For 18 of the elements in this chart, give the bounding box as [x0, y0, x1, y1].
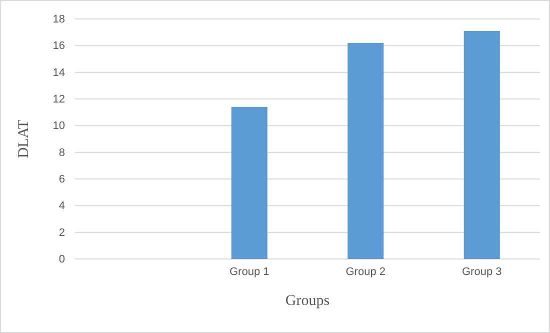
bar — [464, 31, 500, 259]
y-tick-label: 4 — [58, 200, 65, 212]
y-tick-label: 12 — [52, 94, 65, 106]
y-tick-label: 16 — [52, 40, 65, 52]
y-tick-label: 8 — [58, 146, 65, 159]
y-tick-label: 0 — [58, 254, 65, 266]
x-axis-title: Groups — [285, 293, 330, 309]
bar — [348, 43, 384, 259]
x-tick-label: Group 2 — [346, 266, 386, 278]
y-tick-label: 6 — [58, 174, 65, 186]
y-tick-label: 14 — [52, 66, 65, 79]
y-axis-title: DLAT — [16, 120, 32, 158]
bar — [231, 107, 268, 259]
y-tick-label: 18 — [52, 14, 65, 26]
y-tick-label: 2 — [58, 226, 65, 239]
x-tick-label: Group 1 — [230, 266, 270, 278]
x-tick-label: Group 3 — [462, 266, 502, 278]
y-tick-label: 10 — [52, 120, 65, 132]
